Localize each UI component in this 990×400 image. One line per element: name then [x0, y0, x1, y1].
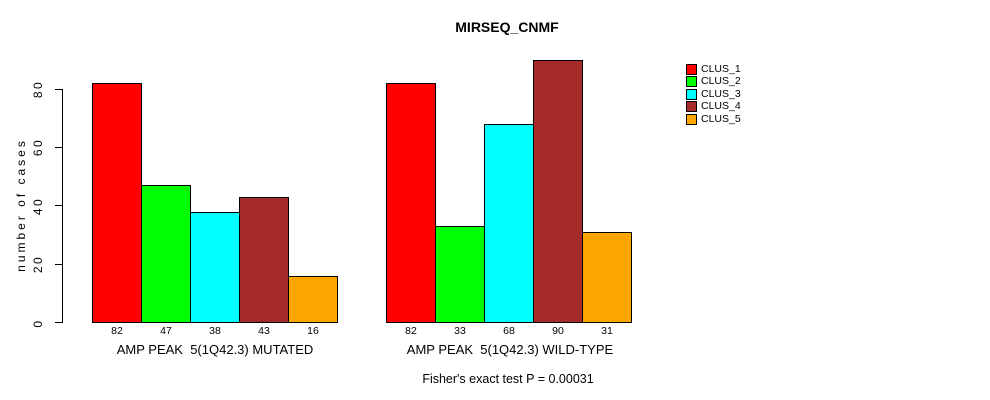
y-tick [55, 322, 63, 323]
legend-row: CLUS_2 [686, 76, 741, 87]
y-tick [55, 263, 63, 265]
legend-label: CLUS_2 [701, 75, 741, 87]
bar-clus_3-group2 [484, 124, 534, 323]
legend-label: CLUS_5 [701, 113, 741, 125]
legend-row: CLUS_3 [686, 89, 741, 100]
legend-label: CLUS_4 [701, 100, 741, 112]
bar-clus_2-group1 [141, 185, 191, 323]
bar-value-label: 43 [258, 325, 270, 337]
bar-value-label: 90 [552, 325, 564, 337]
bar-clus_1-group1 [92, 83, 142, 323]
legend-swatch-clus_2 [686, 76, 697, 87]
bar-clus_3-group1 [190, 211, 240, 323]
bar-value-label: 31 [601, 325, 613, 337]
legend-row: CLUS_5 [686, 114, 741, 125]
legend-swatch-clus_5 [686, 114, 697, 125]
y-tick-label: 60 [31, 138, 45, 157]
legend-label: CLUS_3 [701, 88, 741, 100]
caption: Fisher's exact test P = 0.00031 [422, 372, 594, 386]
bar-value-label: 68 [503, 325, 515, 337]
y-axis-title: number of cases [14, 138, 28, 272]
bar-clus_2-group2 [435, 226, 485, 323]
bar-clus_4-group1 [239, 196, 289, 323]
legend-row: CLUS_4 [686, 101, 741, 112]
x-category-label-mutated: AMP PEAK 5(1Q42.3) MUTATED [116, 342, 314, 357]
bar-clus_5-group2 [582, 232, 632, 323]
legend-swatch-clus_1 [686, 64, 697, 75]
chart-title: MIRSEQ_CNMF [455, 19, 559, 35]
y-tick-label: 20 [31, 254, 45, 274]
bar-value-label: 33 [454, 325, 466, 337]
y-tick [55, 205, 63, 207]
bar-clus_1-group2 [386, 83, 436, 323]
x-category-label-wildtype: AMP PEAK 5(1Q42.3) WILD-TYPE [406, 342, 614, 357]
y-tick [55, 88, 63, 90]
y-tick-label: 40 [31, 196, 45, 215]
bar-value-label: 38 [209, 325, 221, 337]
legend-swatch-clus_4 [686, 101, 697, 112]
bar-value-label: 47 [160, 325, 172, 337]
bar-value-label: 82 [405, 325, 417, 337]
bar-value-label: 82 [111, 325, 123, 337]
legend-swatch-clus_3 [686, 89, 697, 100]
bar-clus_4-group2 [533, 59, 583, 323]
legend-row: CLUS_1 [686, 64, 741, 75]
y-tick-label: 0 [31, 317, 45, 328]
y-tick-label: 80 [31, 79, 45, 99]
y-tick [55, 146, 63, 148]
legend-label: CLUS_1 [701, 63, 741, 75]
bar-value-label: 16 [307, 325, 319, 337]
bar-clus_5-group1 [288, 275, 338, 323]
